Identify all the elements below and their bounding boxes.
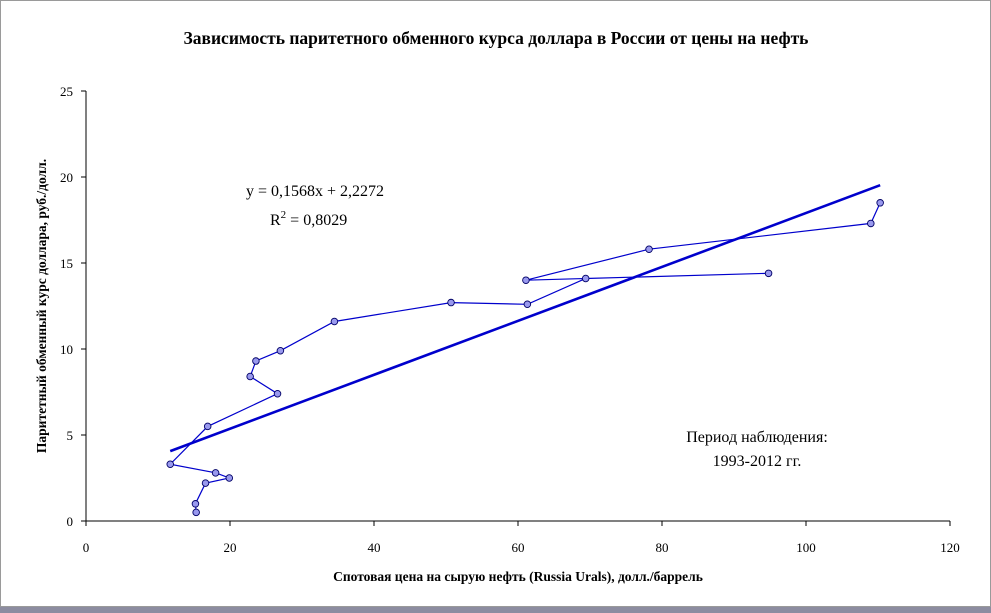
x-tick-label: 80 — [656, 540, 669, 555]
y-tick-label: 15 — [60, 256, 73, 271]
r-squared-superscript: 2 — [281, 209, 287, 221]
data-point — [867, 219, 875, 228]
trendline — [169, 184, 881, 453]
data-point — [201, 479, 210, 487]
r-squared-letter: R — [270, 212, 281, 229]
x-axis-title: Спотовая цена на сырую нефть (Russia Ura… — [333, 569, 703, 584]
y-tick-label: 20 — [60, 170, 73, 185]
data-point — [203, 422, 212, 431]
data-point — [276, 346, 285, 355]
x-tick-label: 60 — [512, 540, 525, 555]
regression-equation: y = 0,1568x + 2,2272 — [246, 183, 384, 200]
y-tick-label: 25 — [60, 84, 73, 99]
data-point — [581, 274, 590, 283]
r-squared-label: R2 = 0,8029 — [270, 209, 347, 229]
y-tick-label: 0 — [67, 514, 74, 529]
data-point — [764, 269, 773, 278]
plot-area: 0 20 40 60 80 100 120 0 5 10 15 20 25 — [60, 84, 960, 555]
data-point — [330, 317, 339, 326]
data-point — [645, 245, 653, 253]
chart-title: Зависимость паритетного обменного курса … — [184, 28, 809, 48]
window-bottom-band — [0, 607, 991, 613]
data-series-group — [166, 199, 884, 517]
data-point — [191, 500, 200, 508]
x-tick-label: 20 — [224, 540, 237, 555]
x-tick-label: 120 — [940, 540, 960, 555]
data-point — [192, 508, 200, 517]
data-point — [252, 357, 260, 365]
data-point — [225, 474, 234, 482]
trendline-group — [169, 184, 881, 453]
x-tick-label: 0 — [83, 540, 90, 555]
data-point — [166, 460, 174, 468]
data-point — [273, 389, 282, 398]
data-point — [447, 298, 455, 307]
data-point — [211, 469, 220, 477]
data-point — [522, 276, 530, 284]
x-tick-label: 40 — [368, 540, 381, 555]
data-point — [246, 372, 254, 381]
period-label-line2: 1993-2012 гг. — [713, 453, 802, 470]
y-tick-label: 10 — [60, 342, 73, 357]
x-tick-label: 100 — [796, 540, 816, 555]
y-tick-label: 5 — [67, 428, 74, 443]
r-squared-value: = 0,8029 — [286, 212, 347, 229]
axis-ticks: 0 20 40 60 80 100 120 0 5 10 15 20 25 — [60, 84, 960, 555]
y-axis-title: Паритетный обменный курс доллара, руб./д… — [34, 159, 49, 453]
data-point — [876, 199, 884, 207]
data-point — [523, 300, 532, 309]
period-label-line1: Период наблюдения: — [686, 429, 828, 446]
